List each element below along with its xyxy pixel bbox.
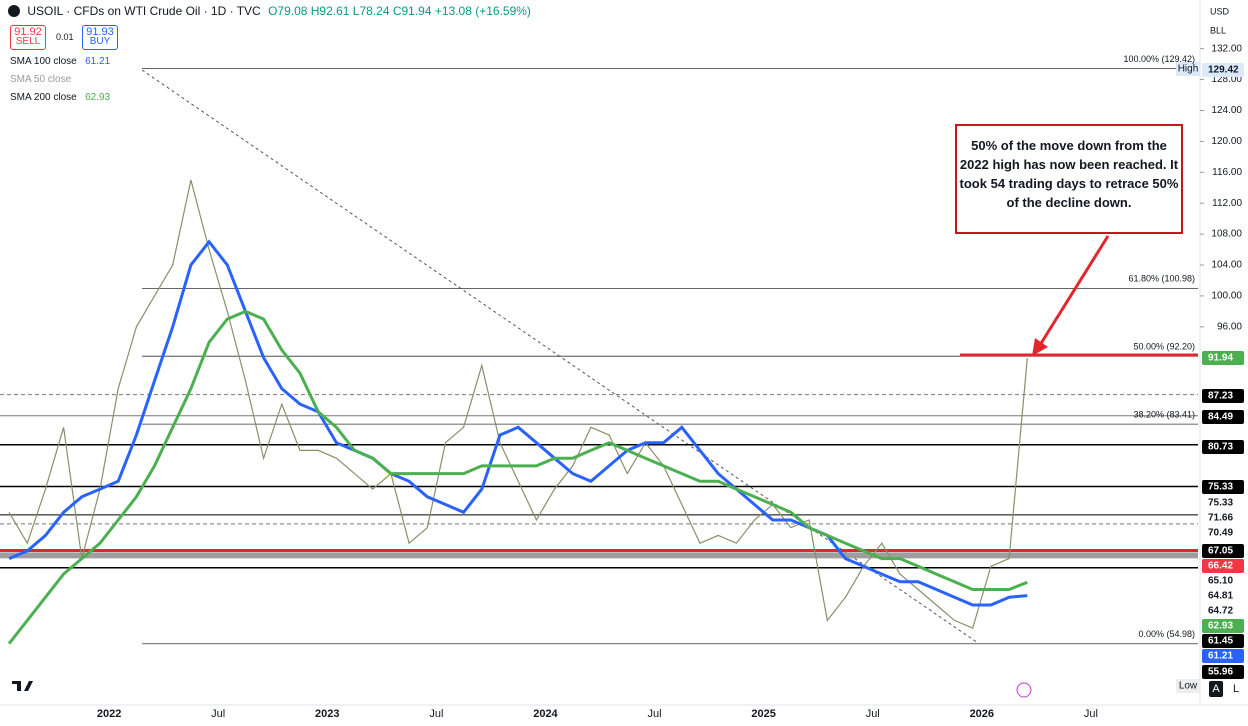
sell-button[interactable]: 91.92 SELL bbox=[10, 25, 46, 50]
indicator: SMA 50 close bbox=[10, 74, 71, 85]
sell-label[interactable]: SELL bbox=[15, 36, 41, 47]
price-tag-label: 75.33 bbox=[1208, 498, 1233, 509]
price-tag-label: 64.72 bbox=[1208, 606, 1233, 617]
price-tag bbox=[1202, 389, 1244, 403]
sma-line bbox=[8, 239, 1028, 607]
y-tick-label: 128.00 bbox=[1211, 74, 1242, 85]
y-tick-label: 112.00 bbox=[1212, 198, 1242, 209]
price-tag bbox=[1202, 496, 1244, 510]
price-tag bbox=[1202, 480, 1244, 494]
symbol: USOIL · CFDs on WTI Crude Oil · 1D · TVC bbox=[27, 4, 261, 18]
x-tick-label: Jul bbox=[211, 708, 225, 720]
y-tick-label: 124.00 bbox=[1211, 105, 1242, 116]
y-tick-label: 96.00 bbox=[1217, 321, 1242, 332]
price-tag-label: 84.49 bbox=[1208, 412, 1233, 423]
fib-label: 50.00% (92.20) bbox=[1133, 342, 1195, 352]
x-tick-label: Jul bbox=[429, 708, 443, 720]
price-tag bbox=[1202, 604, 1244, 618]
scale-button[interactable] bbox=[1209, 681, 1223, 697]
indicator-name: SMA 50 close bbox=[10, 74, 72, 85]
price-line bbox=[8, 179, 1028, 629]
symbol-icon bbox=[8, 5, 20, 17]
fib-label: 61.80% (100.98) bbox=[1128, 274, 1195, 284]
scale-button-label[interactable]: A bbox=[1212, 683, 1220, 695]
unit: BLL bbox=[1210, 25, 1226, 35]
price-tag bbox=[1202, 440, 1244, 454]
fib-label: 0.00% (54.98) bbox=[1138, 629, 1195, 639]
high-label: High bbox=[1178, 64, 1199, 75]
price-tag-label: 61.21 bbox=[1208, 651, 1233, 662]
price-tag-label: 91.94 bbox=[1208, 353, 1233, 364]
price-tag bbox=[1202, 351, 1244, 365]
y-tick-label: 100.00 bbox=[1211, 291, 1242, 302]
x-tick-label: 2023 bbox=[315, 708, 339, 720]
price-tag-label: 65.10 bbox=[1208, 576, 1233, 587]
event-icon[interactable] bbox=[1016, 682, 1032, 698]
price-tag bbox=[1202, 589, 1244, 603]
currency: USD bbox=[1210, 6, 1230, 16]
price-tag bbox=[1202, 544, 1244, 558]
x-tick-label: Jul bbox=[1084, 708, 1098, 720]
annotation-arrow bbox=[1038, 235, 1110, 346]
low-tag bbox=[1176, 679, 1200, 693]
price-tag-label: 71.66 bbox=[1208, 513, 1233, 524]
price-tag bbox=[1202, 649, 1244, 663]
y-tick-label: 132.00 bbox=[1211, 43, 1242, 54]
price-tag-label: 62.93 bbox=[1208, 621, 1233, 632]
price-tag-label: 129.42 bbox=[1208, 65, 1239, 76]
spread: 0.01 bbox=[56, 32, 74, 42]
x-tick-label: 2022 bbox=[97, 708, 121, 720]
price-tag-label: 75.33 bbox=[1208, 482, 1233, 493]
price-tag-label: 66.42 bbox=[1208, 561, 1233, 572]
price-tag bbox=[1202, 410, 1244, 424]
arrow-head bbox=[1032, 338, 1048, 356]
annotation: 50% of the move down from the 2022 high … bbox=[955, 124, 1183, 234]
x-tick-label: 2026 bbox=[970, 708, 994, 720]
y-tick-label: 104.00 bbox=[1211, 260, 1242, 271]
fib-label: 38.20% (83.41) bbox=[1133, 409, 1195, 419]
price-tag bbox=[1202, 63, 1244, 77]
price-tag-label: 55.96 bbox=[1208, 667, 1233, 678]
y-tick-label: 108.00 bbox=[1211, 229, 1242, 240]
sell-price[interactable]: 91.92 bbox=[14, 26, 42, 38]
header: USOIL · CFDs on WTI Crude Oil · 1D · TVC… bbox=[8, 4, 535, 18]
buy-label[interactable]: BUY bbox=[89, 36, 111, 47]
fib-label: 100.00% (129.42) bbox=[1123, 54, 1195, 64]
x-tick-label: Jul bbox=[866, 708, 880, 720]
high-tag bbox=[1176, 62, 1200, 76]
low-label: Low bbox=[1179, 681, 1198, 692]
price-tag bbox=[1202, 526, 1244, 540]
indicator-name: SMA 200 close bbox=[10, 92, 77, 103]
y-tick-label: 116.00 bbox=[1212, 167, 1242, 178]
price-tag-label: 64.81 bbox=[1208, 591, 1233, 602]
indicator: SMA 200 close 62.93 bbox=[10, 92, 110, 103]
indicator-value: 61.21 bbox=[85, 56, 111, 67]
indicator: SMA 100 close 61.21 bbox=[10, 56, 110, 67]
logo bbox=[12, 681, 33, 691]
buy-button[interactable]: 91.93 BUY bbox=[82, 25, 118, 50]
price-tag bbox=[1202, 559, 1244, 573]
price-tag bbox=[1202, 619, 1244, 633]
price-tag-label: 67.05 bbox=[1208, 546, 1233, 557]
x-tick-label: 2024 bbox=[533, 708, 558, 720]
price-tag-label: 87.23 bbox=[1208, 391, 1233, 402]
indicator-value: 62.93 bbox=[85, 92, 111, 103]
buy-price[interactable]: 91.93 bbox=[86, 26, 114, 38]
sma-line bbox=[7, 309, 1028, 645]
price-tag-label: 80.73 bbox=[1208, 442, 1233, 453]
price-tag bbox=[1202, 634, 1244, 648]
x-tick-label: Jul bbox=[648, 708, 662, 720]
price-tag-label: 61.45 bbox=[1208, 636, 1233, 647]
x-tick-label: 2025 bbox=[751, 708, 775, 720]
indicator-name: SMA 100 close bbox=[10, 56, 77, 67]
price-tag bbox=[1202, 574, 1244, 588]
ohlc: O79.08 H92.61 L78.24 C91.94 +13.08 (+16.… bbox=[268, 4, 531, 18]
price-tag-label: 70.49 bbox=[1208, 528, 1233, 539]
price-tag bbox=[1202, 665, 1244, 679]
price-tag bbox=[1202, 511, 1244, 525]
scale-button-label[interactable]: L bbox=[1233, 683, 1239, 695]
y-tick-label: 120.00 bbox=[1211, 136, 1242, 147]
